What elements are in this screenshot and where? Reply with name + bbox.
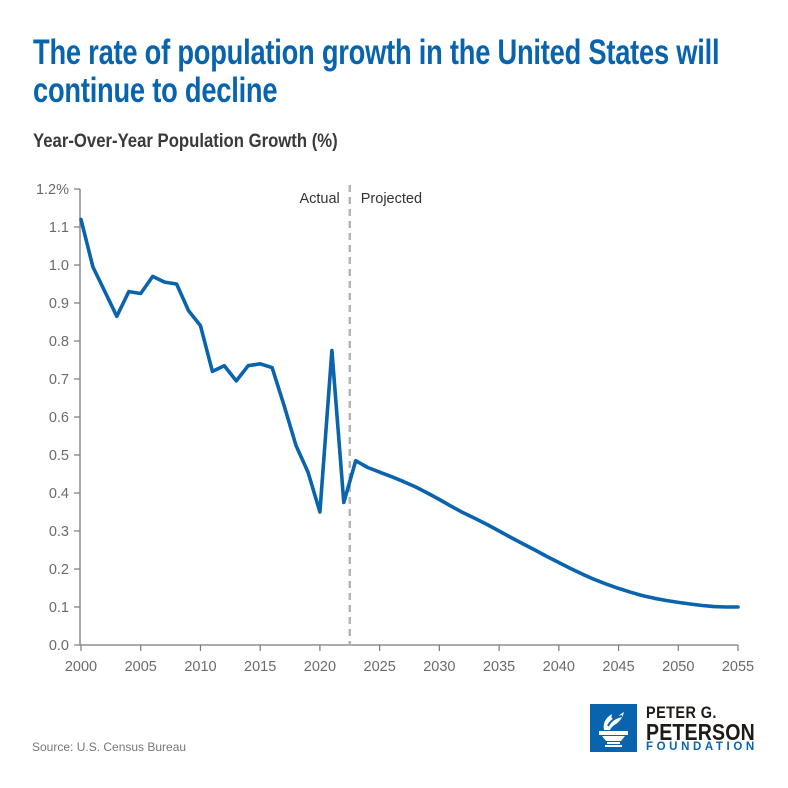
series-line	[79, 217, 740, 609]
y-tick-label: 0.0	[49, 638, 69, 654]
y-tick-label: 0.1	[49, 600, 69, 616]
y-axis: 0.0 0.1 0.2 0.3 0.4 0.5 0.6 0.7 0.8 0.9 1.0 1.1 1.2%	[36, 182, 81, 654]
x-tick-label: 2030	[423, 659, 455, 675]
x-tick-label: 2005	[125, 659, 157, 675]
y-tick-label: 0.6	[49, 410, 69, 426]
actual-projected-divider: Actual Projected	[299, 185, 422, 645]
x-tick-label: 2000	[65, 659, 97, 675]
y-tick-label: 1.0	[49, 258, 69, 274]
logo-text-line-3: FOUNDATION	[646, 741, 758, 753]
x-tick-label: 2055	[722, 659, 754, 675]
chart-title-line-2: continue to decline	[33, 71, 278, 110]
logo-text-line-1: PETER G.	[646, 703, 717, 722]
x-tick-label: 2015	[244, 659, 276, 675]
torch-icon	[590, 704, 637, 752]
x-tick-label: 2045	[602, 659, 634, 675]
y-tick-label: 0.3	[49, 524, 69, 540]
chart-subtitle: Year-Over-Year Population Growth (%)	[33, 131, 338, 152]
x-tick-label: 2040	[543, 659, 575, 675]
logo-text-line-2: PETERSON	[646, 719, 755, 745]
y-tick-label: 0.5	[49, 448, 69, 464]
actual-label: Actual	[299, 191, 339, 207]
y-tick-label: 1.1	[49, 220, 69, 236]
peterson-foundation-logo: PETER G. PETERSON FOUNDATION	[590, 703, 770, 754]
y-tick-label: 0.8	[49, 334, 69, 350]
series-group	[79, 217, 740, 609]
projected-label: Projected	[361, 191, 422, 207]
x-tick-label: 2020	[304, 659, 336, 675]
y-tick-label: 1.2%	[36, 182, 69, 198]
chart-title-line-1: The rate of population growth in the Uni…	[33, 33, 720, 72]
x-tick-label: 2035	[483, 659, 515, 675]
y-tick-label: 0.7	[49, 372, 69, 388]
x-tick-label: 2050	[662, 659, 694, 675]
source-note: Source: U.S. Census Bureau	[32, 740, 187, 754]
x-axis: 2000 2005 2010 2015 2020 2025 2030 2035 2040 2045…	[65, 644, 754, 675]
x-tick-label: 2010	[184, 659, 216, 675]
y-tick-label: 0.2	[49, 562, 69, 578]
chart-title: The rate of population growth in the Uni…	[33, 34, 735, 110]
y-tick-label: 0.4	[49, 486, 69, 502]
y-tick-label: 0.9	[49, 296, 69, 312]
x-tick-label: 2025	[364, 659, 396, 675]
